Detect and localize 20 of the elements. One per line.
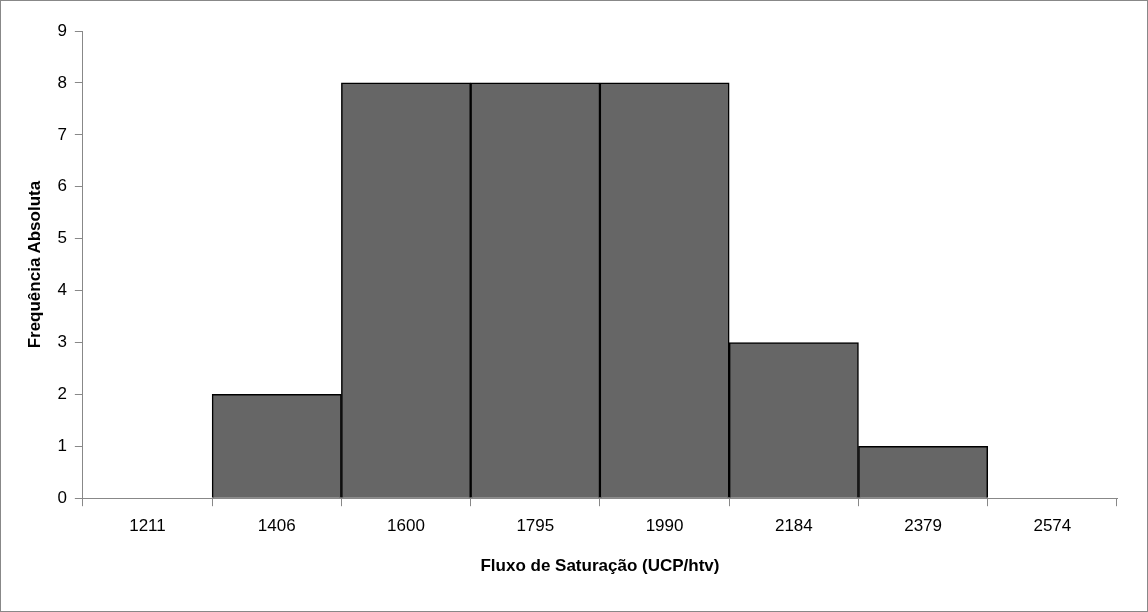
- y-tick-label: 0: [57, 487, 67, 507]
- y-tick-label: 7: [57, 124, 67, 144]
- x-tick-label: 1600: [387, 516, 425, 536]
- x-tick-label: 2379: [904, 516, 943, 536]
- x-tick-label: 1990: [645, 516, 684, 536]
- y-tick-label: 3: [57, 332, 67, 352]
- y-axis-title: Frequência Absoluta: [24, 180, 44, 349]
- y-tick-label: 6: [57, 176, 67, 196]
- x-tick-label: 1795: [516, 516, 555, 536]
- y-tick-label: 2: [57, 384, 67, 404]
- y-tick-label: 1: [57, 435, 67, 455]
- x-tick-label: 1211: [129, 516, 166, 536]
- y-tick-label: 9: [57, 20, 67, 40]
- x-tick-label: 2574: [1033, 516, 1072, 536]
- x-tick-label: 1406: [257, 516, 296, 536]
- x-tick-label: 2184: [774, 516, 813, 536]
- x-axis-title: Fluxo de Saturação (UCP/htv): [480, 556, 720, 576]
- y-tick-label: 8: [57, 72, 67, 92]
- y-tick-label: 5: [57, 228, 67, 248]
- y-tick-label: 4: [57, 280, 67, 300]
